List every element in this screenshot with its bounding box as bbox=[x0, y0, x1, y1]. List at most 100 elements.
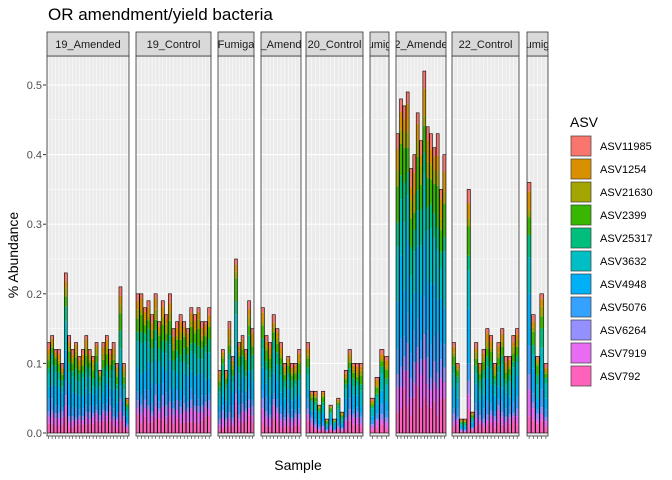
legend-label: ASV2399 bbox=[600, 210, 646, 222]
bar bbox=[474, 342, 479, 434]
bar-segment bbox=[348, 415, 352, 421]
bar bbox=[57, 349, 61, 434]
bar-segment bbox=[150, 382, 154, 403]
bar-segment bbox=[108, 378, 112, 388]
legend-label: ASV11985 bbox=[600, 141, 652, 153]
bar bbox=[60, 363, 65, 434]
bar-segment bbox=[470, 428, 475, 431]
bar-segment bbox=[452, 352, 456, 357]
legend-swatch bbox=[570, 342, 592, 364]
bar-segment bbox=[459, 421, 463, 423]
bar-segment bbox=[154, 293, 158, 299]
bar-segment bbox=[247, 300, 251, 310]
bar-segment bbox=[157, 361, 161, 384]
bar-segment bbox=[204, 336, 208, 345]
bar-segment bbox=[161, 300, 165, 307]
bar-segment bbox=[250, 343, 254, 347]
bar-segment bbox=[321, 427, 325, 431]
bar-segment bbox=[98, 381, 102, 387]
bar-segment bbox=[496, 386, 501, 400]
bar-segment bbox=[193, 333, 197, 343]
facet-panel: 20_Control bbox=[305, 31, 364, 439]
bar-segment bbox=[478, 373, 482, 380]
bar-segment bbox=[186, 411, 190, 422]
bar-segment bbox=[54, 425, 58, 433]
bar-segment bbox=[168, 417, 172, 433]
bar-segment bbox=[344, 388, 348, 399]
bar-segment bbox=[247, 325, 251, 336]
bar bbox=[143, 307, 147, 434]
bar-segment bbox=[310, 393, 314, 396]
bar-segment bbox=[91, 416, 95, 424]
bar bbox=[189, 307, 194, 434]
bar-segment bbox=[317, 419, 321, 425]
bar-segment bbox=[204, 321, 208, 325]
bar-segment bbox=[527, 191, 531, 211]
bar bbox=[419, 140, 423, 434]
bar-segment bbox=[154, 341, 158, 359]
bar-segment bbox=[193, 410, 197, 422]
x-axis-title: Sample bbox=[274, 457, 322, 473]
bar-segment bbox=[478, 420, 482, 424]
bar bbox=[264, 335, 269, 434]
bar-segment bbox=[179, 389, 183, 401]
bar-segment bbox=[268, 377, 272, 395]
bar-segment bbox=[234, 259, 238, 265]
bar bbox=[328, 404, 333, 434]
bar-segment bbox=[136, 400, 140, 409]
bar-segment bbox=[329, 405, 333, 407]
bar-segment bbox=[247, 389, 251, 400]
bar-segment bbox=[439, 230, 443, 253]
bar-segment bbox=[332, 431, 337, 433]
bar-segment bbox=[231, 360, 235, 365]
bar bbox=[511, 335, 516, 434]
bar-segment bbox=[455, 397, 460, 409]
bar-segment bbox=[422, 396, 426, 433]
bar-segment bbox=[470, 422, 475, 427]
bar-segment bbox=[95, 413, 99, 421]
bar-segment bbox=[531, 331, 536, 346]
y-tick-label: 0.5 bbox=[27, 80, 42, 92]
bar-segment bbox=[261, 325, 265, 339]
bar-segment bbox=[396, 149, 400, 171]
y-tick-label: 0.3 bbox=[27, 219, 42, 231]
bar-segment bbox=[268, 404, 272, 415]
bar-segment bbox=[336, 401, 340, 403]
bar bbox=[336, 397, 341, 434]
bar-segment bbox=[275, 343, 279, 353]
bar bbox=[504, 356, 508, 434]
bar-segment bbox=[272, 393, 276, 400]
bar-segment bbox=[218, 370, 222, 374]
bar-segment bbox=[164, 314, 168, 320]
bar-segment bbox=[247, 316, 251, 326]
bar-segment bbox=[283, 387, 287, 399]
bar-segment bbox=[95, 372, 99, 390]
bar-segment bbox=[50, 353, 54, 366]
bar-segment bbox=[544, 426, 548, 433]
bar-segment bbox=[154, 394, 158, 407]
bar-segment bbox=[419, 245, 423, 295]
bar-segment bbox=[359, 363, 363, 367]
bar-segment bbox=[164, 416, 168, 424]
bar-segment bbox=[136, 408, 140, 416]
bar-segment bbox=[275, 352, 279, 365]
bar-segment bbox=[478, 379, 482, 389]
bar-segment bbox=[399, 255, 403, 339]
bar-segment bbox=[275, 364, 279, 382]
bar-segment bbox=[544, 373, 548, 378]
bar-segment bbox=[463, 431, 467, 433]
bar-segment bbox=[241, 349, 244, 356]
bar-segment bbox=[125, 424, 129, 428]
bar-segment bbox=[122, 411, 126, 417]
bar-segment bbox=[218, 386, 222, 393]
bar-segment bbox=[539, 293, 544, 300]
bar-segment bbox=[351, 417, 356, 425]
bar-segment bbox=[221, 427, 225, 433]
bar-segment bbox=[351, 372, 356, 379]
bar bbox=[234, 258, 238, 434]
bar-segment bbox=[125, 422, 129, 425]
bar-segment bbox=[422, 71, 426, 89]
bar-segment bbox=[168, 344, 172, 360]
bar-segment bbox=[317, 408, 321, 411]
bar-segment bbox=[344, 370, 348, 374]
